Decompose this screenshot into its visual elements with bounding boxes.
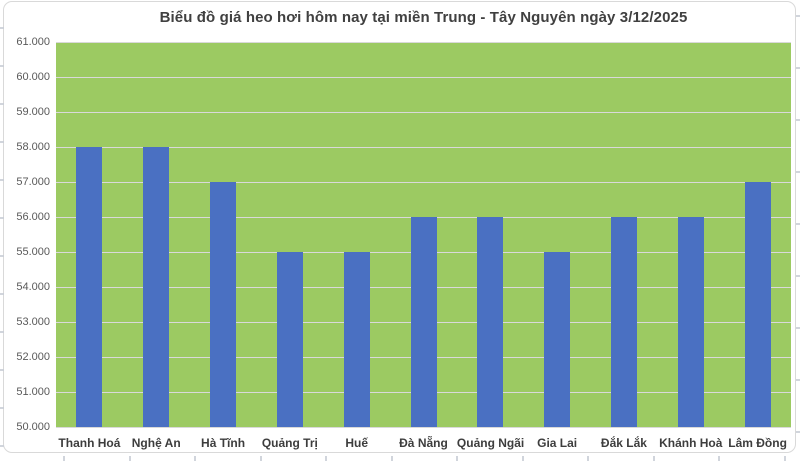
gridline	[56, 76, 791, 78]
spreadsheet-gridline-tick	[0, 445, 4, 447]
bar-khánh-hoà[interactable]	[677, 217, 704, 427]
bar-đà-nẵng[interactable]	[410, 217, 437, 427]
spreadsheet-gridline-tick	[0, 65, 4, 67]
x-tick-label: Khánh Hoà	[659, 436, 723, 450]
spreadsheet-gridline-tick	[0, 331, 4, 333]
y-tick-label: 56.000	[16, 211, 50, 223]
y-tick-label: 60.000	[16, 71, 50, 83]
spreadsheet-gridline-tick	[783, 456, 786, 461]
spreadsheet-gridline-tick	[0, 369, 4, 371]
spreadsheet-gridline-tick	[796, 327, 800, 329]
spreadsheet-gridline-tick	[0, 217, 4, 219]
chart-container: Biểu đồ giá heo hơi hôm nay tại miền Tru…	[3, 1, 796, 453]
spreadsheet-gridline-tick	[259, 456, 262, 461]
spreadsheet-gridline-tick	[0, 103, 4, 105]
spreadsheet-gridline-tick	[587, 456, 589, 461]
spreadsheet-gridline-tick	[796, 67, 800, 69]
bar-hà-tĩnh[interactable]	[210, 182, 237, 427]
bar-thanh-hoá[interactable]	[76, 147, 103, 427]
y-tick-label: 58.000	[16, 141, 50, 153]
x-tick-label: Lâm Đồng	[728, 436, 787, 450]
bar-gia-lai[interactable]	[544, 252, 571, 427]
y-tick-label: 57.000	[16, 176, 50, 188]
spreadsheet-gridline-tick	[796, 223, 800, 225]
gridline	[56, 181, 791, 183]
spreadsheet-gridline-tick	[796, 171, 800, 173]
spreadsheet-gridline-tick	[63, 456, 65, 461]
spreadsheet-gridline-tick	[194, 456, 196, 461]
spreadsheet-gridline-tick	[128, 456, 131, 461]
bar-quảng-ngãi[interactable]	[477, 217, 504, 427]
spreadsheet-gridline-tick	[456, 456, 458, 461]
spreadsheet-gridline-tick	[390, 456, 393, 461]
x-tick-label: Nghệ An	[131, 436, 181, 450]
y-tick-label: 51.000	[16, 386, 50, 398]
y-tick-label: 61.000	[16, 36, 50, 48]
gridline	[56, 41, 791, 43]
x-tick-label: Thanh Hoá	[58, 436, 121, 450]
spreadsheet-gridline-tick	[796, 275, 800, 277]
spreadsheet-gridline-tick	[0, 407, 4, 409]
spreadsheet-gridline-tick	[0, 255, 4, 257]
spreadsheet-gridline-tick	[796, 379, 800, 381]
spreadsheet-gridline-tick	[796, 119, 800, 121]
spreadsheet-gridline-tick	[0, 141, 4, 143]
bar-quảng-trị[interactable]	[276, 252, 303, 427]
y-tick-label: 54.000	[16, 281, 50, 293]
y-tick-label: 50.000	[16, 421, 50, 433]
spreadsheet-gridline-tick	[0, 179, 4, 181]
y-tick-label: 53.000	[16, 316, 50, 328]
x-tick-label: Huế	[345, 436, 368, 450]
bar-đắk-lắk[interactable]	[610, 217, 637, 427]
y-tick-label: 55.000	[16, 246, 50, 258]
x-tick-label: Đắk Lắk	[600, 436, 647, 450]
x-tick-label: Hà Tĩnh	[201, 436, 246, 450]
x-tick-label: Đà Nẵng	[399, 436, 448, 450]
spreadsheet-gridline-tick	[718, 456, 720, 461]
gridline	[56, 426, 791, 428]
bar-lâm-đồng[interactable]	[744, 182, 771, 427]
bar-nghệ-an[interactable]	[143, 147, 170, 427]
x-tick-label: Quảng Trị	[261, 436, 318, 450]
chart-title: Biểu đồ giá heo hơi hôm nay tại miền Tru…	[159, 9, 688, 26]
spreadsheet-gridline-tick	[0, 293, 4, 295]
spreadsheet-gridline-tick	[652, 456, 655, 461]
spreadsheet-gridline-tick	[521, 456, 524, 461]
spreadsheet-gridline-tick	[796, 15, 800, 17]
spreadsheet-gridline-tick	[796, 431, 800, 433]
spreadsheet-gridline-tick	[0, 27, 4, 29]
y-tick-label: 52.000	[16, 351, 50, 363]
y-tick-label: 59.000	[16, 106, 50, 118]
x-tick-label: Quảng Ngãi	[456, 436, 525, 450]
bar-huế[interactable]	[343, 252, 370, 427]
gridline	[56, 111, 791, 113]
gridline	[56, 146, 791, 148]
x-tick-label: Gia Lai	[537, 436, 578, 450]
spreadsheet-gridline-tick	[325, 456, 327, 461]
plot-area	[56, 41, 791, 428]
